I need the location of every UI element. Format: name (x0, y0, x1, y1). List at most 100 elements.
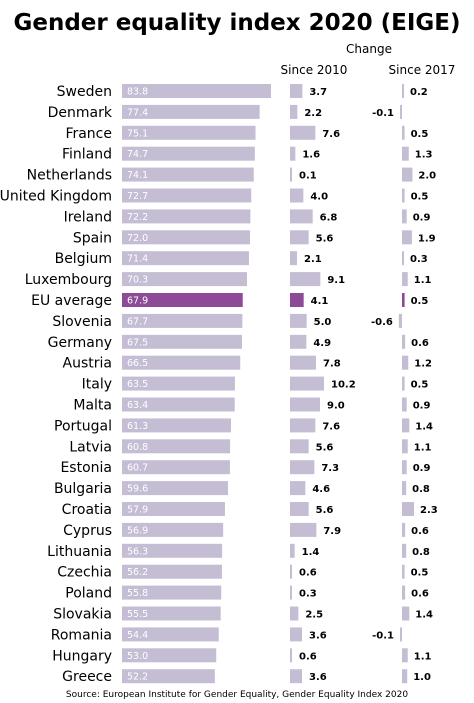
change-2017-label: -0.1 (372, 108, 394, 119)
change-2010-bar (290, 104, 298, 119)
index-value-label: 55.5 (127, 609, 148, 620)
index-bar (122, 627, 219, 642)
change-2010-label: 7.8 (323, 359, 341, 370)
country-label: Italy (82, 377, 112, 393)
change-2010-bar (290, 627, 302, 642)
change-2010-label: 7.3 (321, 463, 339, 474)
index-value-label: 53.0 (127, 651, 148, 662)
index-bar (122, 209, 251, 224)
change-2017-bar (402, 334, 406, 349)
change-2017-bar (402, 146, 409, 161)
country-label: Croatia (62, 502, 112, 518)
country-label: Latvia (69, 439, 112, 455)
country-label: Lithuania (47, 544, 112, 560)
index-value-label: 67.9 (127, 296, 148, 307)
index-value-label: 67.7 (127, 316, 148, 327)
change-2017-label: 0.8 (412, 484, 430, 495)
change-2017-label: 0.9 (413, 212, 431, 223)
country-label: Spain (73, 230, 112, 246)
index-bar (122, 84, 271, 98)
index-value-label: 52.2 (127, 672, 148, 683)
index-value-label: 75.1 (127, 128, 148, 139)
change-2017-bar (398, 313, 402, 328)
change-2010-label: 4.0 (310, 192, 328, 203)
index-value-label: 55.8 (127, 588, 148, 599)
index-bar (122, 313, 243, 328)
change-2010-bar (290, 460, 315, 475)
change-2010-label: 0.1 (299, 171, 317, 182)
change-2017-bar (402, 293, 405, 307)
country-label: Portugal (54, 418, 112, 434)
change-2010-bar (290, 84, 303, 98)
index-value-label: 72.0 (127, 233, 148, 244)
change-2017-label: 0.5 (411, 380, 429, 391)
index-value-label: 60.8 (127, 442, 148, 453)
country-label: Austria (63, 356, 112, 372)
index-value-label: 56.9 (127, 525, 148, 536)
country-label: Germany (48, 335, 112, 351)
change-2010-label: 4.6 (312, 484, 330, 495)
change-2017-bar (402, 564, 405, 579)
index-bar (122, 125, 256, 140)
index-value-label: 77.4 (127, 107, 148, 118)
index-value-label: 72.2 (127, 212, 148, 223)
country-label: Denmark (48, 105, 113, 121)
change-2017-bar (402, 355, 409, 370)
change-2017-bar (402, 125, 405, 140)
change-2017-bar (402, 502, 414, 516)
change-2017-bar (402, 418, 410, 433)
index-bar (122, 293, 243, 307)
change-2017-label: -0.1 (372, 630, 394, 641)
change-2010-label: 5.6 (316, 233, 334, 244)
index-bar (122, 606, 221, 621)
index-bar (122, 564, 222, 579)
index-bar (122, 188, 252, 203)
change-2010-bar (290, 230, 309, 245)
change-2010-bar (290, 648, 292, 663)
change-2010-bar (290, 397, 320, 412)
since-2010-header: Since 2010 (281, 63, 348, 77)
country-label: France (65, 126, 112, 142)
change-2017-bar (402, 230, 412, 245)
country-label: Slovakia (53, 607, 112, 623)
change-2010-bar (290, 502, 309, 516)
change-2017-bar (402, 272, 408, 287)
change-header: Change (346, 42, 392, 56)
change-2010-label: 7.9 (323, 526, 341, 537)
country-label: Finland (62, 147, 112, 163)
change-2010-bar (290, 313, 307, 328)
change-2017-label: 0.5 (411, 568, 429, 579)
chart-title: Gender equality index 2020 (EIGE) (13, 10, 460, 36)
country-label: Cyprus (63, 523, 112, 539)
change-2017-label: 0.5 (411, 192, 429, 203)
change-2010-bar (290, 606, 299, 621)
change-2010-label: 2.5 (305, 610, 323, 621)
change-2017-bar (402, 669, 408, 684)
change-2017-label: 0.6 (411, 338, 429, 349)
change-2017-bar (402, 543, 407, 558)
change-2017-label: 2.0 (418, 171, 436, 182)
change-2010-label: 4.1 (311, 296, 329, 307)
change-2010-label: 0.6 (299, 568, 317, 579)
index-bar (122, 418, 231, 433)
change-2010-bar (290, 355, 316, 370)
change-2010-bar (290, 146, 296, 161)
change-2017-bar (402, 439, 408, 454)
index-value-label: 61.3 (127, 421, 148, 432)
change-2017-bar (400, 627, 402, 642)
country-label: Luxembourg (25, 272, 112, 288)
change-2017-label: 0.5 (411, 129, 429, 140)
country-label: EU average (31, 293, 112, 309)
index-value-label: 56.2 (127, 567, 148, 578)
change-2010-bar (290, 251, 297, 266)
change-2010-label: 7.6 (322, 421, 340, 432)
change-2010-label: 3.6 (309, 672, 327, 683)
change-2010-label: 5.6 (316, 505, 334, 516)
index-bar (122, 460, 230, 475)
index-bar (122, 522, 224, 537)
change-2017-label: 1.0 (413, 672, 431, 683)
change-2010-label: 6.8 (320, 212, 338, 223)
country-label: Hungary (52, 648, 112, 664)
index-bar (122, 397, 235, 412)
country-label: Malta (73, 398, 112, 414)
